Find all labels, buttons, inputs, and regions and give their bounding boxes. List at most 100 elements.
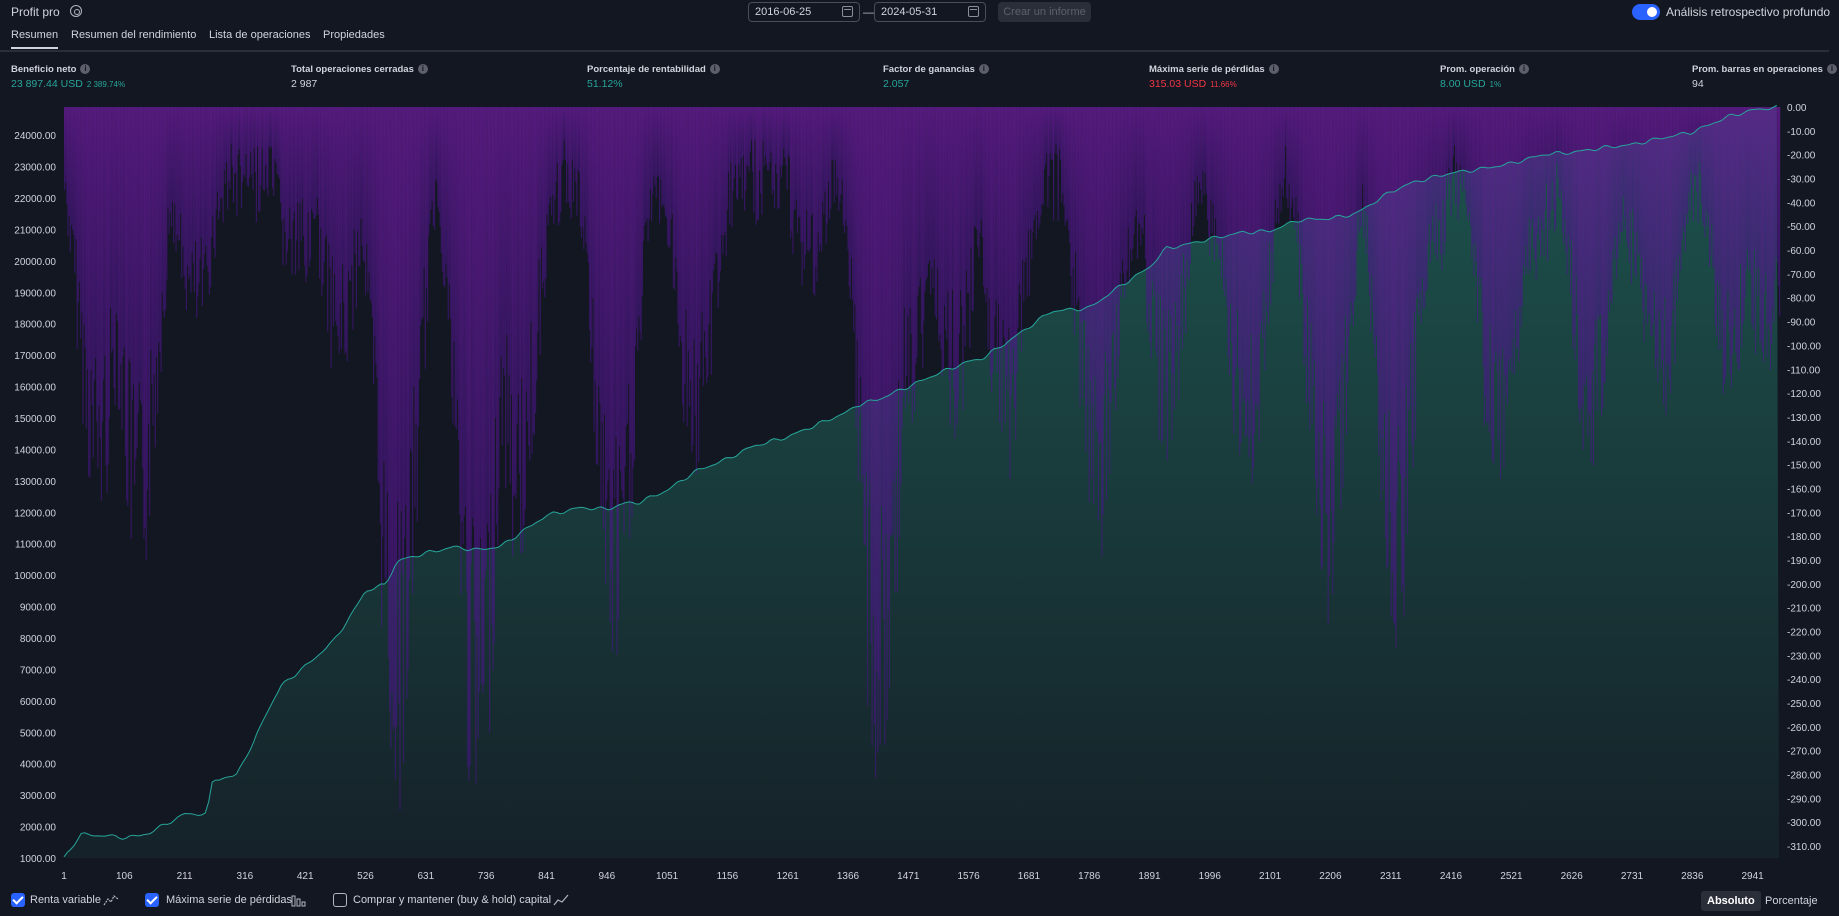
drawdown-bar bbox=[477, 107, 479, 739]
drawdown-bar bbox=[396, 107, 398, 728]
drawdown-bar bbox=[1598, 107, 1600, 320]
drawdown-bar bbox=[345, 107, 347, 352]
tab-lista-operaciones[interactable]: Lista de operaciones bbox=[209, 29, 311, 41]
drawdown-bar bbox=[293, 107, 295, 212]
calendar-icon[interactable] bbox=[842, 6, 853, 17]
drawdown-bar bbox=[688, 107, 691, 407]
info-icon[interactable]: i bbox=[1518, 64, 1529, 75]
drawdown-bar bbox=[1720, 107, 1722, 348]
x-axis-tick: 1051 bbox=[656, 871, 679, 882]
drawdown-bar bbox=[1198, 107, 1201, 183]
drawdown-bar bbox=[1596, 107, 1598, 411]
drawdown-bar bbox=[1501, 107, 1503, 360]
drawdown-bar bbox=[1064, 107, 1066, 226]
drawdown-bar bbox=[852, 107, 854, 301]
drawdown-bar bbox=[572, 107, 575, 202]
drawdown-bar bbox=[1726, 107, 1728, 321]
date-to-input[interactable]: 2024-05-31 bbox=[874, 2, 986, 22]
drawdown-bar bbox=[1046, 107, 1048, 153]
equity-chart[interactable]: 24000.0023000.0022000.0021000.0020000.00… bbox=[0, 104, 1839, 884]
tab-propiedades[interactable]: Propiedades bbox=[323, 29, 385, 41]
drawdown-bar bbox=[984, 107, 986, 294]
tab-resumen[interactable]: Resumen bbox=[11, 29, 59, 49]
x-axis-tick: 1891 bbox=[1138, 871, 1161, 882]
drawdown-bar bbox=[1550, 107, 1552, 212]
drawdown-bar bbox=[700, 107, 702, 343]
create-report-button[interactable]: Crear un informe bbox=[998, 2, 1091, 22]
drawdown-bar bbox=[1008, 107, 1010, 328]
drawdown-bar bbox=[70, 107, 73, 225]
drawdown-bar bbox=[662, 107, 664, 205]
drawdown-bar bbox=[1005, 107, 1008, 377]
drawdown-bar bbox=[1688, 107, 1690, 193]
left-axis-tick: 17000.00 bbox=[14, 351, 56, 362]
drawdown-bar bbox=[1043, 107, 1045, 170]
deep-backtest-label: Análisis retrospectivo profundo bbox=[1666, 5, 1831, 19]
drawdown-bar bbox=[424, 107, 426, 369]
drawdown-bar bbox=[1714, 107, 1716, 326]
drawdown-bar bbox=[1466, 107, 1468, 216]
drawdown-bar bbox=[1551, 107, 1553, 182]
drawdown-bar bbox=[705, 107, 707, 358]
renta-variable-checkbox[interactable] bbox=[11, 893, 25, 907]
drawdown-bar bbox=[1627, 107, 1629, 248]
drawdown-bar bbox=[929, 107, 931, 261]
info-icon[interactable]: i bbox=[1826, 64, 1837, 75]
metric-value: 8.00 USD bbox=[1440, 78, 1486, 90]
drawdown-bar bbox=[1111, 107, 1113, 335]
mode-absolute-button[interactable]: Absoluto bbox=[1701, 891, 1761, 911]
drawdown-bar bbox=[95, 107, 97, 358]
drawdown-bar bbox=[783, 107, 785, 150]
drawdown-bar bbox=[155, 107, 158, 358]
drawdown-bar bbox=[762, 107, 764, 142]
drawdown-bar bbox=[1026, 107, 1028, 297]
tab-resumen-rendimiento[interactable]: Resumen del rendimiento bbox=[71, 29, 197, 41]
info-icon[interactable]: i bbox=[417, 64, 428, 75]
right-axis-tick: -10.00 bbox=[1787, 127, 1816, 138]
drawdown-bar bbox=[1772, 107, 1774, 308]
drawdown-bar bbox=[1475, 107, 1477, 263]
drawdown-bar bbox=[409, 107, 411, 449]
drawdown-bar bbox=[1352, 107, 1354, 327]
drawdown-bar bbox=[1244, 107, 1247, 438]
drawdown-bar bbox=[1339, 107, 1341, 381]
info-icon[interactable]: i bbox=[1268, 64, 1279, 75]
info-icon[interactable]: i bbox=[978, 64, 989, 75]
drawdown-bar bbox=[246, 107, 248, 186]
drawdown-bar bbox=[495, 107, 498, 525]
drawdown-bar bbox=[1595, 107, 1597, 321]
drawdown-bar bbox=[1767, 107, 1769, 324]
drawdown-bar bbox=[80, 107, 82, 339]
drawdown-bar bbox=[1727, 107, 1729, 291]
drawdown-bar bbox=[1509, 107, 1511, 370]
drawdown-bar bbox=[398, 107, 400, 704]
drawdown-bar bbox=[768, 107, 770, 171]
drawdown-bar bbox=[570, 107, 572, 219]
info-icon[interactable]: i bbox=[709, 64, 720, 75]
drawdown-bar bbox=[1371, 107, 1373, 276]
drawdown-bar bbox=[602, 107, 604, 529]
drawdown-bar bbox=[1175, 107, 1178, 352]
left-axis-tick: 12000.00 bbox=[14, 508, 56, 519]
drawdown-bar bbox=[730, 107, 732, 162]
drawdown-bar bbox=[1443, 107, 1445, 255]
drawdown-bar bbox=[1704, 107, 1706, 238]
buy-hold-checkbox[interactable] bbox=[333, 893, 347, 907]
mode-percent-button[interactable]: Porcentaje bbox=[1765, 895, 1818, 907]
drawdown-bar bbox=[221, 107, 223, 198]
drawdown-bar bbox=[759, 107, 761, 171]
deep-backtest-toggle[interactable] bbox=[1632, 4, 1660, 20]
drawdown-bar bbox=[332, 107, 334, 327]
drawdown-bar bbox=[1626, 107, 1628, 242]
x-axis-tick: 1576 bbox=[957, 871, 980, 882]
drawdown-bar bbox=[1130, 107, 1132, 250]
maxima-serie-checkbox[interactable] bbox=[145, 893, 159, 907]
info-icon[interactable]: i bbox=[80, 64, 91, 75]
calendar-icon[interactable] bbox=[968, 6, 979, 17]
drawdown-bar bbox=[412, 107, 414, 595]
drawdown-bar bbox=[1675, 107, 1677, 259]
drawdown-bar bbox=[837, 107, 839, 179]
drawdown-bar bbox=[1602, 107, 1604, 409]
date-from-input[interactable]: 2016-06-25 bbox=[748, 2, 860, 22]
gear-icon[interactable] bbox=[70, 5, 82, 17]
